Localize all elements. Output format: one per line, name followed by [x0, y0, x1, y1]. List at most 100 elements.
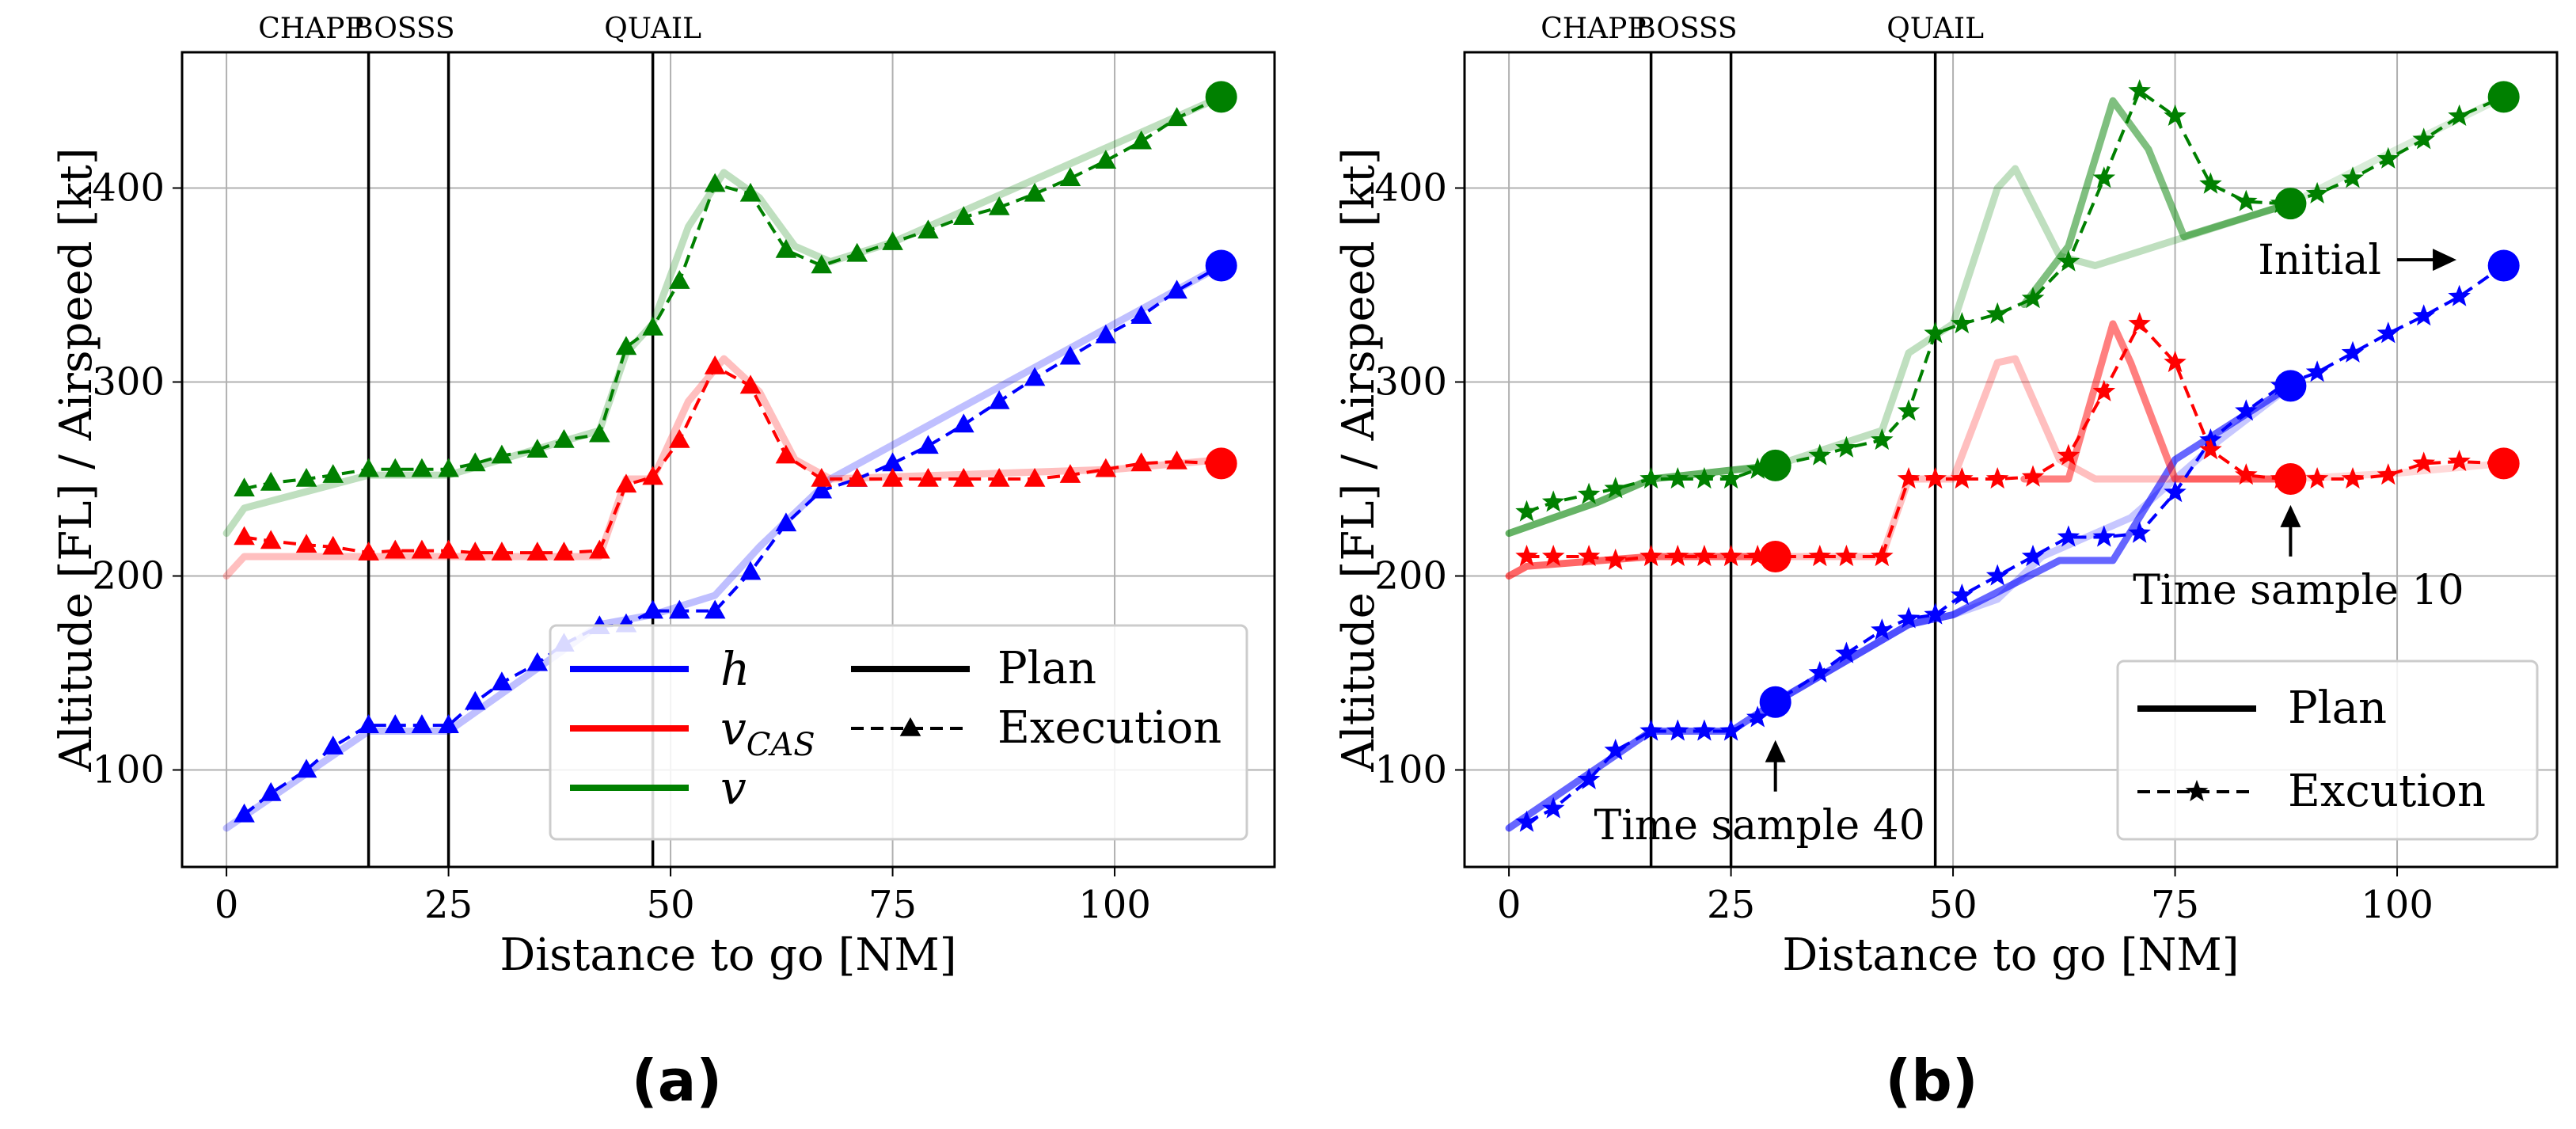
annotation-time-sample-40: Time sample 40: [1594, 802, 1925, 850]
execution-marker: [1604, 477, 1627, 499]
waypoint-label-chapp: CHAPP: [258, 13, 363, 45]
endpoint-marker: [2487, 249, 2520, 282]
execution-marker: [1541, 490, 1565, 512]
execution-line: [244, 95, 1222, 491]
execution-marker: [846, 242, 868, 262]
legend-label-subscript: CAS: [747, 727, 815, 763]
execution-marker: [526, 652, 549, 671]
execution-marker: [2057, 443, 2080, 466]
execution-marker: [260, 471, 282, 491]
execution-marker: [953, 206, 975, 226]
execution-marker: [1666, 467, 1689, 489]
execution-marker: [2448, 104, 2471, 126]
execution-marker: [358, 542, 379, 561]
execution-marker: [234, 477, 255, 497]
execution-marker: [464, 452, 486, 472]
execution-marker: [704, 173, 726, 192]
execution-marker: [1808, 661, 1831, 683]
execution-marker: [2377, 146, 2400, 169]
execution-marker: [260, 530, 282, 549]
execution-marker: [2412, 451, 2435, 473]
plan-line: [2020, 97, 2294, 308]
y-axis-label: Altitude [FL] / Airspeed [kt]: [51, 147, 102, 772]
sample-point-marker: [2274, 463, 2307, 495]
execution-marker: [2057, 249, 2080, 272]
execution-marker: [988, 390, 1010, 409]
execution-marker: [1059, 167, 1081, 187]
execution-marker: [2412, 304, 2435, 326]
execution-marker: [1897, 467, 1921, 489]
execution-marker: [1719, 719, 1742, 741]
x-tick-label: 0: [1497, 883, 1522, 927]
execution-marker: [1095, 458, 1117, 477]
execution-marker: [438, 458, 459, 477]
execution-marker: [918, 219, 939, 239]
execution-marker: [642, 599, 663, 619]
execution-marker: [1719, 467, 1742, 489]
execution-marker: [234, 803, 255, 823]
annotation-arrowhead: [2433, 249, 2457, 272]
annotation-time-sample-10: Time sample 10: [2133, 567, 2464, 614]
waypoint-label-chapp: CHAPP: [1541, 13, 1646, 45]
execution-marker: [438, 714, 459, 733]
y-tick-label: 100: [92, 748, 165, 793]
plan-line: [1772, 355, 2294, 561]
execution-marker: [322, 535, 344, 555]
execution-marker: [295, 468, 317, 487]
execution-marker: [2199, 172, 2222, 194]
legend-label: h: [720, 642, 750, 696]
execution-marker: [1666, 545, 1689, 567]
execution-marker: [411, 714, 433, 733]
plan-line: [2020, 320, 2294, 483]
execution-marker: [2305, 360, 2329, 382]
x-tick-label: 50: [647, 883, 695, 927]
execution-marker: [553, 429, 575, 448]
execution-marker: [491, 444, 513, 464]
execution-marker: [1166, 107, 1187, 127]
execution-marker: [322, 736, 344, 755]
execution-marker: [704, 355, 726, 374]
execution-marker: [811, 254, 833, 274]
execution-line: [1525, 89, 2505, 514]
execution-marker: [2021, 465, 2045, 487]
execution-marker: [1897, 606, 1921, 629]
execution-marker: [882, 468, 903, 487]
execution-marker: [846, 468, 868, 487]
endpoint-marker: [2487, 447, 2520, 480]
waypoint-label-bosss: BOSSS: [352, 13, 454, 45]
execution-marker: [491, 671, 513, 691]
waypoint-label-quail: QUAIL: [1886, 13, 1984, 45]
legend-style-label: Plan: [997, 643, 1096, 694]
execution-marker: [1515, 545, 1538, 567]
panel-label: (b): [1885, 1047, 1978, 1114]
execution-marker: [1985, 302, 2009, 324]
execution-marker: [438, 539, 459, 559]
execution-marker: [1639, 467, 1662, 489]
y-tick-label: 200: [92, 554, 165, 599]
execution-marker: [704, 599, 726, 619]
execution-marker: [1577, 767, 1601, 789]
execution-marker: [411, 458, 433, 477]
execution-marker: [1541, 545, 1565, 567]
execution-marker: [1024, 182, 1046, 202]
waypoint-label-quail: QUAIL: [604, 13, 701, 45]
execution-marker: [1024, 468, 1046, 487]
y-axis-label: Altitude [FL] / Airspeed [kt]: [1333, 147, 1385, 772]
x-axis-label: Distance to go [NM]: [1782, 929, 2239, 981]
execution-marker: [1095, 324, 1117, 344]
execution-marker: [1130, 305, 1153, 324]
plan-line: [1772, 165, 2294, 469]
execution-marker: [2128, 521, 2151, 543]
execution-marker: [642, 316, 663, 336]
execution-marker: [882, 452, 903, 472]
execution-marker: [2199, 438, 2222, 460]
execution-marker: [1604, 739, 1627, 761]
execution-marker: [918, 435, 939, 454]
execution-marker: [2235, 463, 2258, 485]
plan-line: [1772, 382, 2294, 706]
execution-marker: [739, 182, 762, 202]
execution-marker: [1746, 457, 1769, 479]
execution-marker: [882, 231, 903, 250]
x-tick-label: 25: [1707, 883, 1755, 927]
